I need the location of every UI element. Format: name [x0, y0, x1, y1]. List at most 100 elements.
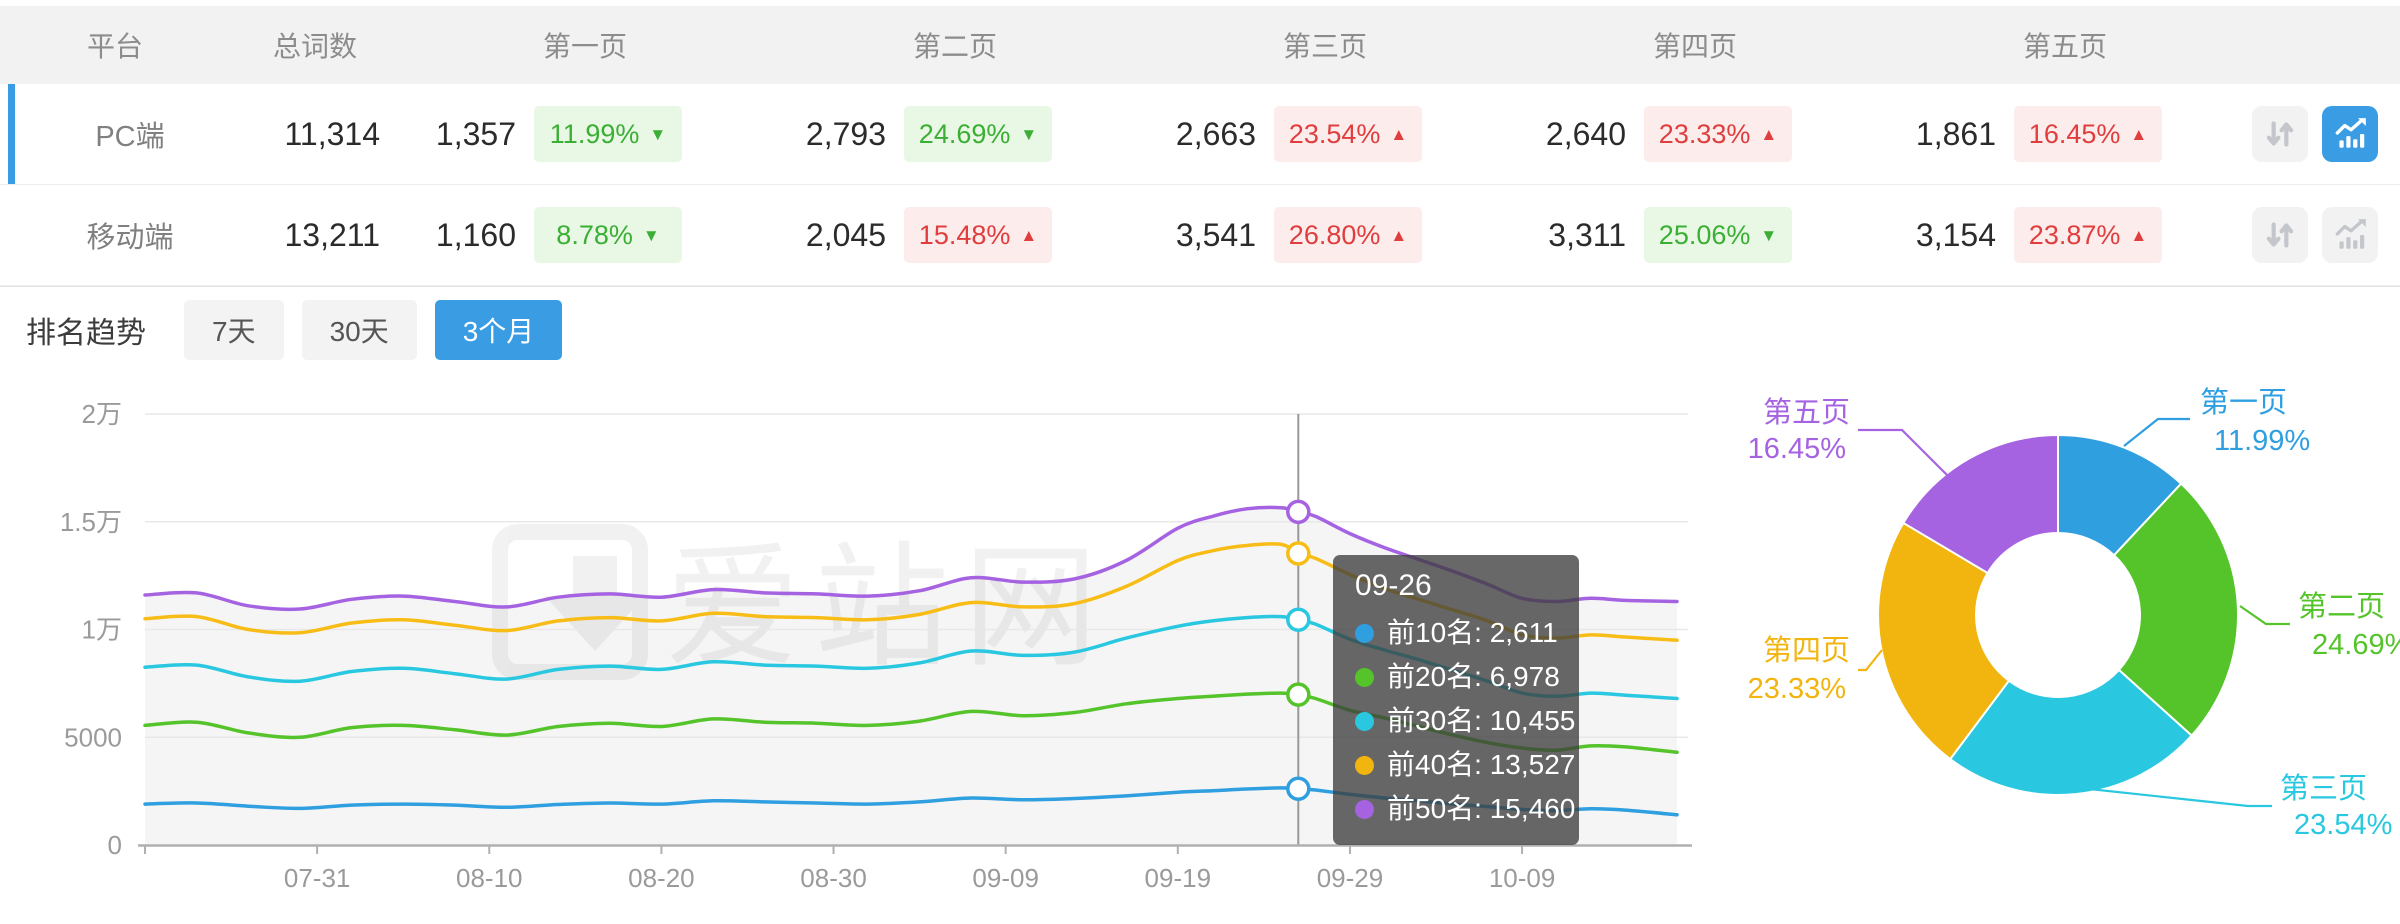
donut-percent-第五页: 16.45%	[1748, 433, 1846, 465]
table-row-移动端[interactable]: 移动端13,2111,1608.78%▼2,04515.48%▲3,54126.…	[0, 185, 2400, 286]
label-leader-line	[2124, 419, 2190, 446]
column-header-6: 第四页	[1510, 25, 1880, 65]
series-dot-icon	[1355, 756, 1374, 775]
page4-cell: 2,640 23.33%▲	[1510, 106, 1880, 162]
donut-label-第五页: 第五页	[1763, 396, 1850, 429]
x-tick-label: 07-31	[284, 863, 351, 893]
page-distribution-donut-chart[interactable]: 第一页11.99%第二页24.69%第三页23.54%第四页23.33%第五页1…	[1700, 382, 2400, 924]
label-leader-line	[2080, 788, 2272, 806]
page2-cell: 2,04515.48%▲	[770, 207, 1140, 263]
arrow-up-icon: ▲	[1760, 126, 1777, 143]
arrow-up-icon: ▲	[1390, 227, 1407, 244]
tooltip-item: 前10名: 2,611	[1355, 611, 1557, 655]
arrow-up-icon: ▲	[1020, 227, 1037, 244]
arrow-down-icon: ▼	[1020, 126, 1037, 143]
percent-value: 24.69%	[919, 119, 1011, 150]
label-leader-line	[1858, 650, 1882, 670]
x-tick-label: 09-29	[1317, 863, 1384, 893]
column-header-2: 总词数	[230, 25, 400, 65]
tooltip-item-text: 前30名: 10,455	[1387, 699, 1575, 743]
percent-change-badge: 23.87%▲	[2014, 207, 2162, 263]
donut-percent-第一页: 11.99%	[2214, 425, 2310, 457]
percent-change-badge: 23.33%▲	[1644, 106, 1792, 162]
column-header-3: 第一页	[400, 25, 770, 65]
highlight-marker-前10名	[1288, 778, 1309, 799]
donut-label-第一页: 第一页	[2200, 386, 2287, 419]
highlight-marker-前40名	[1288, 543, 1309, 564]
arrow-up-icon: ▲	[1390, 126, 1407, 143]
x-tick-label: 08-30	[800, 863, 867, 893]
page3-cell: 2,663 23.54% ▲	[1140, 106, 1510, 162]
donut-percent-第三页: 23.54%	[2294, 809, 2392, 841]
page-count-value: 2,663	[1176, 116, 1256, 153]
page1-cell: 1,160 8.78%▼	[400, 207, 770, 263]
page-count-value: 1,160	[436, 217, 516, 254]
keyword-rank-dashboard: 平台总词数第一页第二页第三页第四页第五页 PC端11,3141,35711.99…	[0, 0, 2400, 924]
column-header-7: 第五页	[1880, 25, 2250, 65]
tooltip-item: 前40名: 13,527	[1355, 743, 1557, 787]
trend-title: 排名趋势	[26, 308, 146, 352]
tooltip-item: 前20名: 6,978	[1355, 655, 1557, 699]
arrow-up-icon: ▲	[2130, 126, 2147, 143]
arrow-down-icon: ▼	[643, 227, 660, 244]
trend-chart-icon	[2331, 216, 2369, 254]
x-tick-label: 08-20	[628, 863, 695, 893]
page4-cell: 3,311 25.06% ▼	[1510, 207, 1880, 263]
tooltip-item: 前50名: 15,460	[1355, 787, 1557, 831]
donut-label-第四页: 第四页	[1763, 634, 1850, 667]
column-header-4: 第二页	[770, 25, 1140, 65]
charts-area: 爱站网07-3108-1008-2008-3009-0909-1909-2910…	[0, 373, 2400, 924]
tooltip-item-text: 前40名: 13,527	[1387, 743, 1575, 787]
x-tick-label: 09-19	[1145, 863, 1212, 893]
show-trend-button[interactable]	[2322, 207, 2378, 263]
y-tick-label: 1万	[82, 615, 122, 645]
y-tick-label: 0	[108, 830, 122, 860]
table-row-PC端[interactable]: PC端11,3141,35711.99%▼2,79324.69%▼2,66323…	[0, 84, 2400, 185]
row-actions	[2250, 106, 2400, 162]
column-header-1: 平台	[0, 25, 230, 65]
page-count-value: 2,793	[806, 116, 886, 153]
label-leader-line	[1858, 430, 1952, 480]
tab-7天[interactable]: 7天	[184, 300, 284, 360]
trend-chart-icon	[2331, 115, 2369, 153]
tooltip-item-text: 前10名: 2,611	[1387, 611, 1558, 655]
total-keywords-value: 13,211	[230, 217, 400, 254]
percent-value: 26.80%	[1289, 220, 1381, 251]
tooltip-date: 09-26	[1355, 569, 1557, 603]
chart-tooltip: 09-26 前10名: 2,611前20名: 6,978前30名: 10,455…	[1333, 555, 1579, 845]
page-count-value: 2,640	[1546, 116, 1626, 153]
page5-cell: 3,15423.87%▲	[1880, 207, 2250, 263]
percent-value: 15.48%	[919, 220, 1011, 251]
page1-cell: 1,357 11.99%▼	[400, 106, 770, 162]
page5-cell: 1,86116.45%▲	[1880, 106, 2250, 162]
page-count-value: 1,357	[436, 116, 516, 153]
table-body: PC端11,3141,35711.99%▼2,79324.69%▼2,66323…	[0, 84, 2400, 286]
x-tick-label: 09-09	[972, 863, 1039, 893]
page2-cell: 2,793 24.69% ▼	[770, 106, 1140, 162]
tooltip-item-text: 前50名: 15,460	[1387, 787, 1575, 831]
platform-name: 移动端	[0, 214, 230, 256]
sort-arrows-icon	[2261, 216, 2299, 254]
percent-change-badge: 11.99%▼	[534, 106, 682, 162]
sort-button[interactable]	[2252, 207, 2308, 263]
row-actions	[2250, 207, 2400, 263]
series-dot-icon	[1355, 800, 1374, 819]
percent-value: 16.45%	[2029, 119, 2121, 150]
percent-value: 25.06%	[1659, 220, 1751, 251]
tooltip-item: 前30名: 10,455	[1355, 699, 1557, 743]
arrow-down-icon: ▼	[1760, 227, 1777, 244]
percent-change-badge: 8.78%▼	[534, 207, 682, 263]
percent-change-badge: 26.80% ▲	[1274, 207, 1422, 263]
percent-value: 23.54%	[1289, 119, 1381, 150]
tab-3个月[interactable]: 3个月	[435, 300, 563, 360]
page-count-value: 3,541	[1176, 217, 1256, 254]
percent-change-badge: 16.45% ▲	[2014, 106, 2162, 162]
tab-30天[interactable]: 30天	[302, 300, 417, 360]
arrow-up-icon: ▲	[2130, 227, 2147, 244]
arrow-down-icon: ▼	[649, 126, 666, 143]
show-trend-button[interactable]	[2322, 106, 2378, 162]
donut-percent-第四页: 23.33%	[1748, 673, 1846, 705]
donut-percent-第二页: 24.69%	[2312, 629, 2400, 661]
sort-button[interactable]	[2252, 106, 2308, 162]
page-count-value: 3,311	[1548, 217, 1626, 254]
